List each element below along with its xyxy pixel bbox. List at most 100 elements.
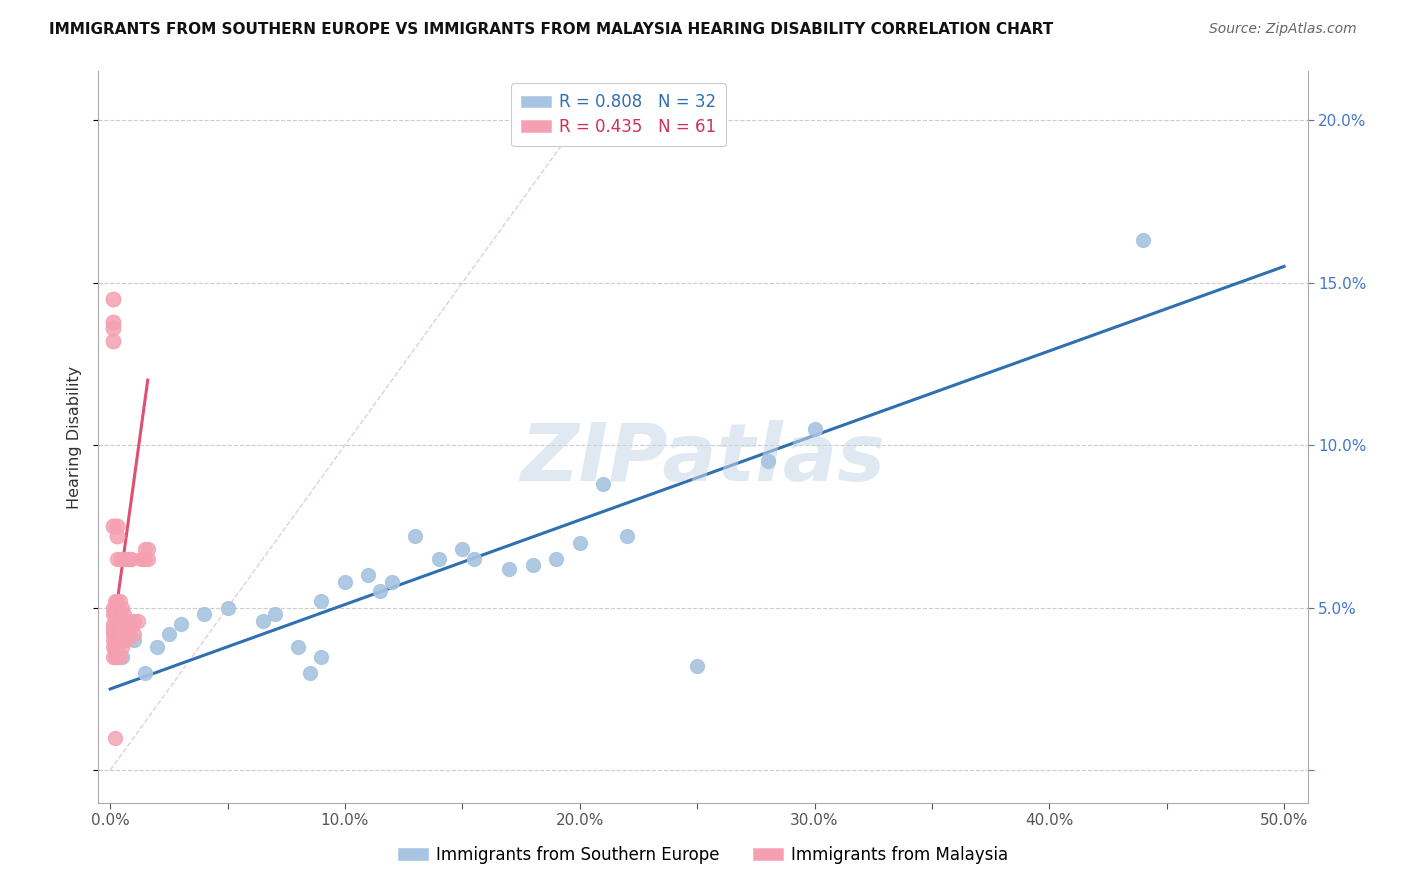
Point: [193, 607, 215, 622]
Point: [134, 665, 156, 680]
Point: [105, 614, 128, 628]
Point: [101, 626, 124, 640]
Point: [108, 649, 131, 664]
Point: [101, 321, 124, 335]
Point: [333, 574, 356, 589]
Point: [101, 315, 124, 329]
Point: [118, 552, 141, 566]
Point: [108, 607, 131, 622]
Point: [357, 568, 380, 582]
Point: [105, 600, 128, 615]
Legend: Immigrants from Southern Europe, Immigrants from Malaysia: Immigrants from Southern Europe, Immigra…: [391, 839, 1015, 871]
Point: [105, 519, 128, 533]
Point: [105, 552, 128, 566]
Point: [756, 454, 779, 468]
Point: [122, 614, 145, 628]
Point: [101, 633, 124, 648]
Point: [104, 614, 127, 628]
Point: [101, 334, 124, 348]
Point: [136, 542, 159, 557]
Point: [112, 620, 135, 634]
Point: [101, 620, 124, 634]
Point: [122, 633, 145, 648]
Point: [118, 626, 141, 640]
Point: [105, 594, 128, 608]
Point: [803, 422, 825, 436]
Point: [104, 607, 127, 622]
Point: [115, 633, 138, 648]
Point: [115, 617, 138, 632]
Text: IMMIGRANTS FROM SOUTHERN EUROPE VS IMMIGRANTS FROM MALAYSIA HEARING DISABILITY C: IMMIGRANTS FROM SOUTHERN EUROPE VS IMMIG…: [49, 22, 1053, 37]
Point: [381, 574, 404, 589]
Point: [120, 620, 142, 634]
Point: [104, 594, 127, 608]
Point: [522, 558, 544, 573]
Point: [108, 633, 131, 648]
Point: [111, 600, 134, 615]
Point: [1132, 234, 1154, 248]
Point: [104, 633, 127, 648]
Point: [101, 640, 124, 654]
Point: [105, 640, 128, 654]
Point: [427, 552, 450, 566]
Point: [104, 649, 127, 664]
Point: [287, 640, 309, 654]
Point: [451, 542, 474, 557]
Point: [129, 552, 152, 566]
Point: [105, 626, 128, 640]
Point: [105, 649, 128, 664]
Point: [101, 292, 124, 306]
Point: [104, 600, 127, 615]
Point: [111, 614, 134, 628]
Legend: R = 0.808   N = 32, R = 0.435   N = 61: R = 0.808 N = 32, R = 0.435 N = 61: [510, 83, 725, 146]
Point: [263, 607, 285, 622]
Point: [105, 620, 128, 634]
Point: [104, 626, 127, 640]
Point: [120, 552, 142, 566]
Point: [298, 665, 321, 680]
Point: [122, 626, 145, 640]
Point: [127, 614, 149, 628]
Point: [104, 731, 127, 745]
Point: [101, 600, 124, 615]
Point: [311, 649, 333, 664]
Point: [105, 633, 128, 648]
Point: [112, 633, 135, 648]
Point: [686, 659, 709, 673]
Point: [118, 614, 141, 628]
Text: ZIPatlas: ZIPatlas: [520, 420, 886, 498]
Point: [404, 529, 426, 543]
Point: [108, 552, 131, 566]
Point: [101, 624, 124, 638]
Point: [112, 607, 135, 622]
Point: [111, 626, 134, 640]
Point: [134, 542, 156, 557]
Point: [616, 529, 638, 543]
Point: [157, 626, 180, 640]
Point: [105, 607, 128, 622]
Point: [146, 640, 169, 654]
Point: [546, 552, 568, 566]
Point: [568, 535, 591, 549]
Point: [105, 529, 128, 543]
Point: [108, 594, 131, 608]
Point: [217, 600, 239, 615]
Text: Source: ZipAtlas.com: Source: ZipAtlas.com: [1209, 22, 1357, 37]
Point: [169, 617, 191, 632]
Point: [111, 649, 134, 664]
Point: [592, 477, 614, 491]
Point: [101, 649, 124, 664]
Point: [101, 617, 124, 632]
Y-axis label: Hearing Disability: Hearing Disability: [67, 366, 83, 508]
Point: [101, 607, 124, 622]
Point: [252, 614, 274, 628]
Point: [134, 552, 156, 566]
Point: [132, 552, 155, 566]
Point: [115, 552, 138, 566]
Point: [120, 552, 142, 566]
Point: [108, 617, 131, 632]
Point: [368, 584, 391, 599]
Point: [311, 594, 333, 608]
Point: [136, 552, 159, 566]
Point: [111, 640, 134, 654]
